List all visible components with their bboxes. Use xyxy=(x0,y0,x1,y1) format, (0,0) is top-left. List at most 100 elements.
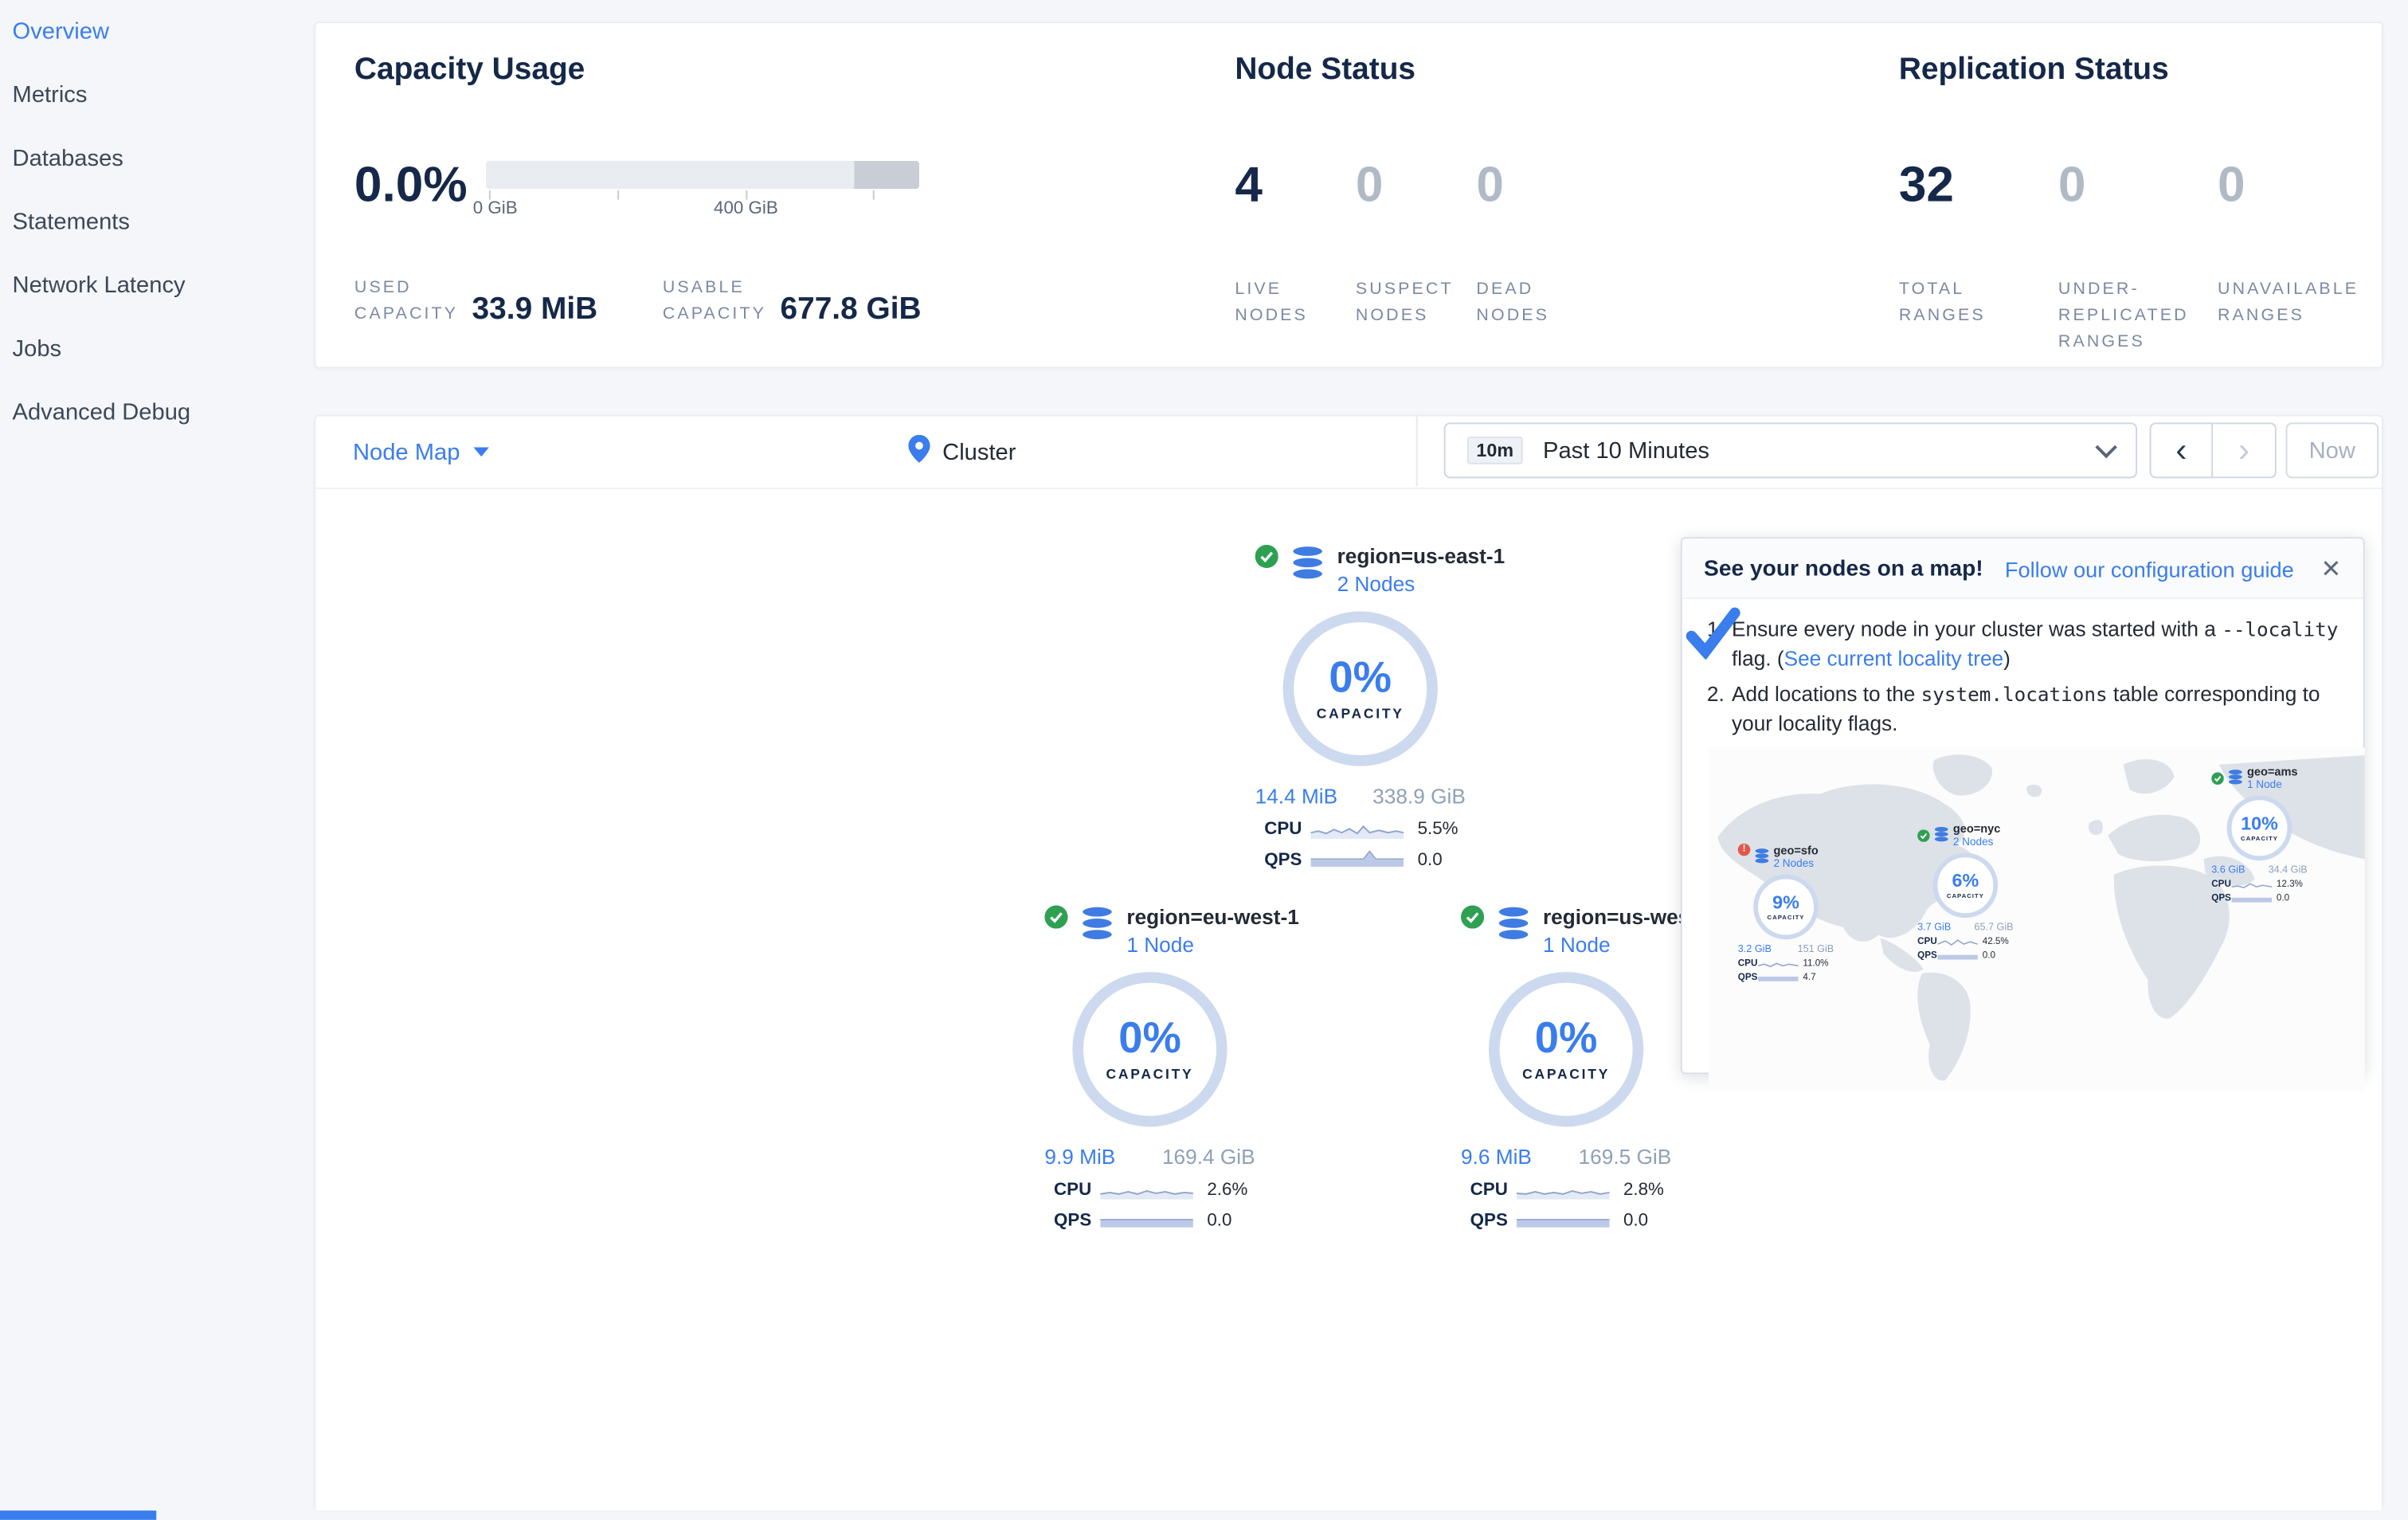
region-name: region=us-east-1 xyxy=(1337,544,1505,569)
capacity-bar-other-data-segment xyxy=(854,161,920,190)
cpu-value: 11.0% xyxy=(1803,958,1829,969)
gauge-percent: 10% xyxy=(2241,812,2278,835)
breadcrumb-cluster[interactable]: Cluster xyxy=(908,417,1016,488)
qps-metric-row: QPS 0.0 xyxy=(1458,1210,1674,1230)
capacity-percent-value: 0.0% xyxy=(354,156,468,213)
configuration-guide-link[interactable]: Follow our configuration guide xyxy=(2004,557,2294,582)
map-toolbar: Node Map Cluster 10m Past 10 Minutes ‹ ›… xyxy=(315,416,2382,489)
qps-label: QPS xyxy=(1054,1211,1092,1230)
node-map-canvas: region=us-east-1 2 Nodes 0% Capacity 14.… xyxy=(315,488,2382,1511)
close-icon[interactable]: ✕ xyxy=(2320,557,2342,584)
preview-node-count: 1 Node xyxy=(2246,780,2282,791)
cpu-metric-row: CPU 5.5% xyxy=(1252,819,1469,839)
gauge-capacity-label: Capacity xyxy=(1522,1066,1611,1083)
total-ranges-stat: 32 Total Ranges xyxy=(1899,156,2042,356)
region-group-us-west-1[interactable]: region=us-west-1 1 Node 0% Capacity 9.6 … xyxy=(1458,905,1715,1231)
cpu-label: CPU xyxy=(1737,958,1758,969)
cpu-sparkline xyxy=(2231,883,2273,889)
capacity-gauge: 9% Capacity xyxy=(1753,874,1819,940)
qps-label: QPS xyxy=(1264,850,1302,869)
total-value: 34.4 GiB xyxy=(2268,865,2308,876)
database-stack-icon xyxy=(2227,765,2244,793)
database-stack-icon xyxy=(1933,822,1950,850)
preview-node-name: geo=ams xyxy=(2246,764,2298,779)
sidebar-item-databases[interactable]: Databases xyxy=(12,145,123,172)
locality-tree-link[interactable]: See current locality tree xyxy=(1783,647,2004,671)
cpu-value: 2.6% xyxy=(1207,1180,1248,1199)
cpu-value: 2.8% xyxy=(1623,1180,1664,1199)
cpu-sparkline xyxy=(1937,939,1978,946)
database-stack-icon xyxy=(1494,905,1534,942)
sidebar-item-network-latency[interactable]: Network Latency xyxy=(12,272,186,299)
tick-label-400: 400 GiB xyxy=(714,199,778,218)
node-status-section: Node Status 4 Live Nodes 0 Suspect Nodes… xyxy=(1235,23,1597,330)
gauge-percent: 0% xyxy=(1534,1013,1598,1062)
unavailable-ranges-stat: 0 Unavailable Ranges xyxy=(2218,156,2360,356)
qps-value: 4.7 xyxy=(1803,973,1816,982)
database-stack-icon xyxy=(1077,905,1118,942)
cpu-sparkline xyxy=(1758,962,1799,968)
toolbar-divider xyxy=(1415,416,1418,487)
region-nodes-link[interactable]: 1 Node xyxy=(1542,933,1611,957)
used-value: 9.6 MiB xyxy=(1461,1145,1532,1169)
total-value: 65.7 GiB xyxy=(1974,922,2014,934)
time-now-button[interactable]: Now xyxy=(2285,422,2379,479)
under-replicated-label: Under-replicated Ranges xyxy=(2058,280,2189,352)
used-capacity-value: 33.9 MiB xyxy=(472,292,598,327)
gauge-capacity-label: Capacity xyxy=(1106,1066,1194,1083)
sidebar-item-overview[interactable]: Overview xyxy=(12,18,109,45)
dead-nodes-value: 0 xyxy=(1476,156,1505,213)
under-replicated-ranges-stat: 0 Under-replicated Ranges xyxy=(2058,156,2201,356)
world-map-graphic xyxy=(1717,754,2365,1081)
popup-instructions: 1. Ensure every node in your cluster was… xyxy=(1682,599,2363,738)
cpu-metric-row: CPU 2.8% xyxy=(1458,1179,1674,1200)
region-nodes-link[interactable]: 1 Node xyxy=(1126,933,1194,957)
view-selector-dropdown[interactable]: Node Map xyxy=(353,417,490,488)
under-replicated-value: 0 xyxy=(2058,156,2086,213)
capacity-usage-row: 14.4 MiB 338.9 GiB xyxy=(1252,785,1469,808)
sidebar-item-metrics[interactable]: Metrics xyxy=(12,81,88,108)
cpu-label: CPU xyxy=(2211,879,2231,890)
qps-value: 0.0 xyxy=(1623,1211,1649,1230)
time-range-label: Past 10 Minutes xyxy=(1543,437,1710,464)
step1-code: --locality xyxy=(2222,617,2339,641)
healthy-check-icon xyxy=(1044,905,1068,929)
cpu-sparkline xyxy=(1100,1189,1193,1200)
region-group-eu-west-1[interactable]: region=eu-west-1 1 Node 0% Capacity 9.9 … xyxy=(1042,905,1299,1231)
node-status-title: Node Status xyxy=(1235,53,1416,87)
total-value: 151 GiB xyxy=(1797,944,1834,955)
dead-nodes-stat: 0 Dead Nodes xyxy=(1476,156,1575,330)
step2-text: Add locations to the xyxy=(1731,682,1921,706)
cpu-sparkline xyxy=(1516,1189,1610,1200)
used-capacity-stat: Used Capacity 33.9 MiB xyxy=(354,276,597,328)
blue-checkmark-overlay xyxy=(1686,607,1740,660)
total-value: 169.5 GiB xyxy=(1578,1145,1672,1169)
usable-capacity-stat: Usable Capacity 677.8 GiB xyxy=(663,276,922,328)
gauge-capacity-label: Capacity xyxy=(1946,891,1984,899)
used-value: 14.4 MiB xyxy=(1255,784,1338,809)
popup-title: See your nodes on a map! xyxy=(1704,557,1983,582)
time-prev-button[interactable]: ‹ xyxy=(2149,422,2214,479)
sidebar-item-advanced-debug[interactable]: Advanced Debug xyxy=(12,399,191,426)
total-value: 169.4 GiB xyxy=(1161,1145,1255,1169)
horizontal-scrollbar-thumb[interactable] xyxy=(0,1510,157,1520)
suspect-nodes-stat: 0 Suspect Nodes xyxy=(1356,156,1455,330)
cpu-label: CPU xyxy=(1264,819,1302,839)
nodemap-setup-popup: See your nodes on a map! Follow our conf… xyxy=(1680,537,2365,1091)
time-range-selector[interactable]: 10m Past 10 Minutes xyxy=(1443,422,2138,479)
sidebar-item-statements[interactable]: Statements xyxy=(12,209,130,236)
usable-capacity-label: Usable Capacity xyxy=(662,278,766,324)
time-next-button[interactable]: › xyxy=(2213,422,2277,479)
cpu-label: CPU xyxy=(1917,937,1937,947)
unavailable-value: 0 xyxy=(2218,156,2246,213)
cpu-value: 42.5% xyxy=(1982,937,2009,947)
region-nodes-link[interactable]: 2 Nodes xyxy=(1337,572,1415,596)
capacity-usage-title: Capacity Usage xyxy=(354,53,585,87)
used-value: 3.7 GiB xyxy=(1917,922,1952,934)
capacity-gauge: 0% Capacity xyxy=(1282,611,1438,766)
step2-text-post: table corresponding to your locality fla… xyxy=(1731,682,2320,735)
region-group-us-east-1[interactable]: region=us-east-1 2 Nodes 0% Capacity 14.… xyxy=(1252,544,1505,870)
total-value: 338.9 GiB xyxy=(1372,784,1466,809)
sidebar-item-jobs[interactable]: Jobs xyxy=(12,335,62,362)
